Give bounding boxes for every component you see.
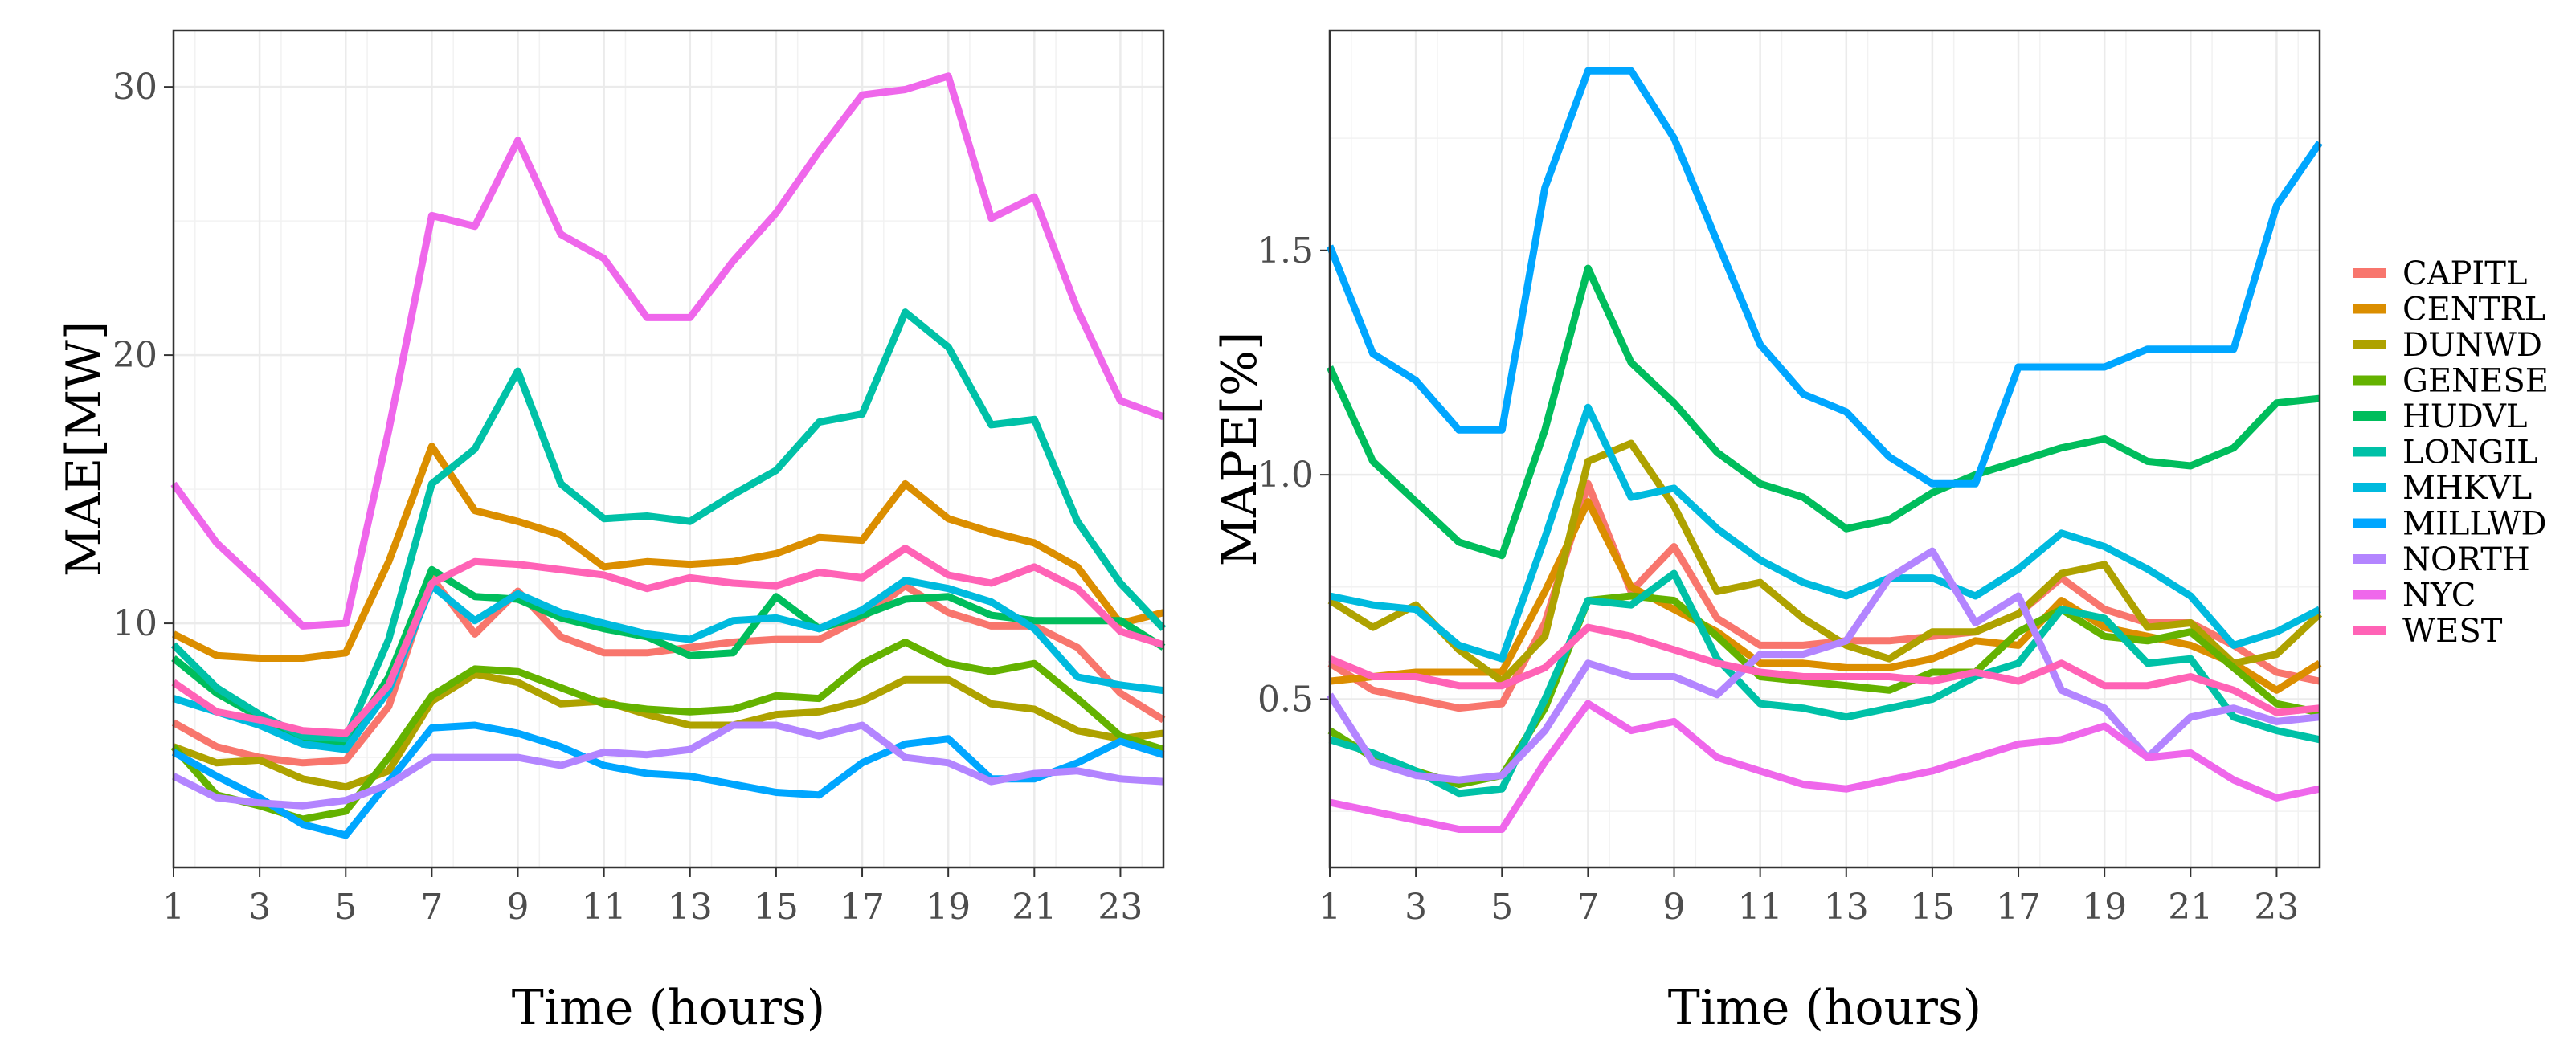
x-tick-label: 9 <box>507 887 530 928</box>
x-tick-label: 23 <box>2254 887 2299 928</box>
legend-key-centrl <box>2353 304 2386 314</box>
series-line-west <box>1328 623 2320 716</box>
legend-label-millwd: MILLWD <box>2402 506 2547 543</box>
series-line-dunwd <box>172 671 1164 791</box>
legend-label-genese: GENESE <box>2402 363 2549 400</box>
x-tick-label: 13 <box>1824 887 1869 928</box>
x-tick-label: 17 <box>840 887 885 928</box>
x-axis-title: Time (hours) <box>512 980 825 1036</box>
plot-border <box>172 29 1165 869</box>
y-tick-label: 20 <box>112 335 157 376</box>
y-tick-label: 1.0 <box>1257 455 1314 496</box>
legend-label-capitl: CAPITL <box>2402 255 2527 292</box>
series-line-hudvl <box>171 565 1166 748</box>
series-line-longil <box>170 308 1167 743</box>
legend-key-capitl <box>2353 268 2386 278</box>
legend-label-mhkvl: MHKVL <box>2402 470 2532 507</box>
x-tick-label: 5 <box>1490 887 1513 928</box>
legend-key-nyc <box>2353 590 2386 600</box>
series-line-dunwd <box>1327 439 2323 685</box>
x-tick-label: 21 <box>2168 887 2213 928</box>
series-line-capitl <box>1327 479 2320 712</box>
series-line-centrl <box>171 443 1165 662</box>
x-tick-label: 21 <box>1012 887 1057 928</box>
legend-key-genese <box>2353 375 2386 386</box>
series-line-longil <box>1328 569 2320 798</box>
x-tick-label: 11 <box>582 887 627 928</box>
x-tick-label: 5 <box>334 887 357 928</box>
legend-key-mhkvl <box>2353 483 2386 492</box>
legend-label-longil: LONGIL <box>2402 435 2538 471</box>
y-axis-title: MAPE[%] <box>1212 332 1268 567</box>
x-tick-label: 19 <box>926 887 971 928</box>
plot-background <box>1330 31 2320 867</box>
legend-label-hudvl: HUDVL <box>2402 398 2527 435</box>
series-line-nyc <box>170 72 1165 630</box>
x-tick-label: 3 <box>248 887 271 928</box>
series-line-mhkvl <box>172 577 1164 753</box>
x-tick-label: 13 <box>668 887 713 928</box>
legend-label-dunwd: DUNWD <box>2402 327 2542 364</box>
plot-background <box>174 31 1163 867</box>
legend-key-west <box>2353 626 2386 635</box>
legend-key-north <box>2353 554 2386 564</box>
y-axis-title: MAE[MW] <box>56 321 112 577</box>
x-tick-label: 9 <box>1663 887 1686 928</box>
series-line-genese <box>170 639 1165 823</box>
x-tick-label: 15 <box>1910 887 1955 928</box>
plot-border <box>1328 29 2321 869</box>
series-line-north <box>1327 547 2320 784</box>
legend-key-dunwd <box>2353 340 2386 349</box>
legend-key-millwd <box>2353 518 2386 528</box>
x-tick-label: 1 <box>1319 887 1341 928</box>
series-line-hudvl <box>1326 264 2320 560</box>
series-line-mhkvl <box>1329 403 2322 663</box>
x-tick-label: 7 <box>1576 887 1599 928</box>
x-tick-label: 15 <box>754 887 799 928</box>
y-tick-label: 0.5 <box>1257 679 1314 720</box>
legend-label-centrl: CENTRL <box>2402 292 2545 329</box>
series-line-nyc <box>1329 700 2320 833</box>
y-tick-label: 30 <box>112 67 157 108</box>
x-tick-label: 7 <box>420 887 443 928</box>
series-line-north <box>171 721 1164 810</box>
x-axis-title: Time (hours) <box>1668 980 1981 1036</box>
legend-label-west: WEST <box>2402 613 2503 650</box>
series-line-millwd <box>1326 67 2323 488</box>
legend: CAPITLCENTRLDUNWDGENESEHUDVLLONGILMHKVLM… <box>2353 255 2549 650</box>
x-tick-label: 19 <box>2082 887 2127 928</box>
x-tick-label: 11 <box>1738 887 1783 928</box>
series-line-capitl <box>171 573 1166 767</box>
x-tick-label: 17 <box>1996 887 2041 928</box>
series-line-west <box>171 545 1165 737</box>
x-tick-label: 1 <box>162 887 185 928</box>
x-tick-label: 23 <box>1098 887 1143 928</box>
x-tick-label: 3 <box>1405 887 1427 928</box>
y-tick-label: 1.5 <box>1257 231 1314 271</box>
legend-key-longil <box>2353 447 2386 457</box>
legend-key-hudvl <box>2353 411 2386 421</box>
y-tick-label: 10 <box>112 603 157 644</box>
legend-label-north: NORTH <box>2402 541 2530 578</box>
legend-label-nyc: NYC <box>2402 577 2476 614</box>
